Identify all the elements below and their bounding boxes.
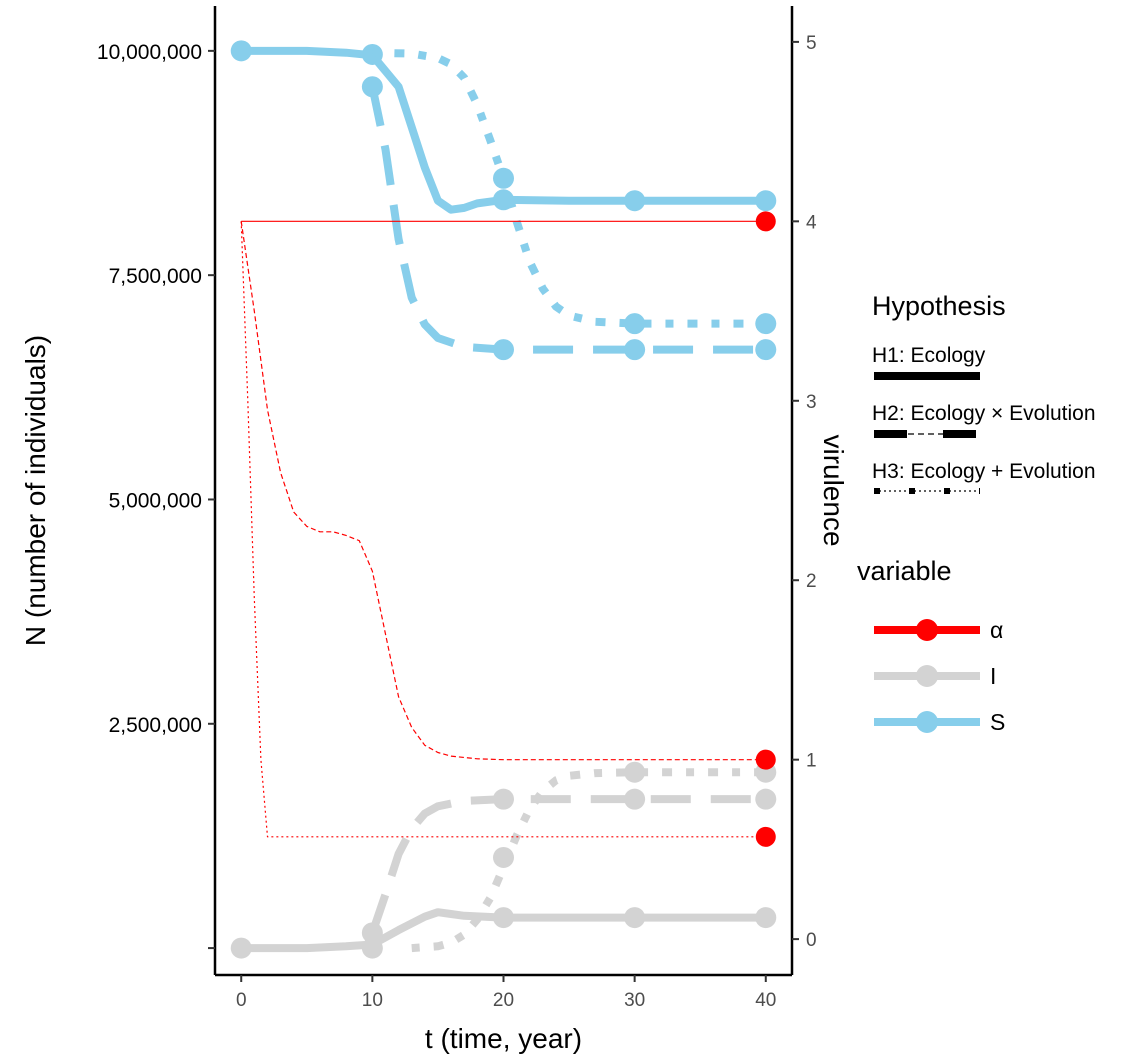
series-line-I-H3 [411,768,766,953]
legend-variable-point-S [916,711,938,733]
y-tick-label: 7,500,000 [109,265,202,288]
series-line-I-H1 [241,908,766,953]
y2-tick-label: 5 [806,33,817,54]
series-line-S-H3 [372,48,766,328]
data-point-S-H3 [624,313,646,335]
legend-variable-label-I: I [990,663,996,689]
data-point-S-H1 [624,190,646,212]
legend-variable-title: variable [857,556,952,586]
legend-layer: H1: Ecology H2: Ecology × Evolution H3: Ec… [872,344,1096,735]
y-axis-title: N (number of individuals) [20,335,51,646]
series-line-S-H1 [241,46,766,214]
data-point-S-H2 [361,76,383,98]
y-tick-label: 5,000,000 [109,489,202,512]
series-line-S-H2 [368,85,766,354]
data-point-I-H3 [493,846,514,868]
data-point-I-H1 [361,937,383,959]
legend-hypothesis-label-H2: H2: Ecology × Evolution [872,402,1096,425]
y2-axis-title: virulence [818,434,849,546]
data-point-I-H1 [493,907,514,929]
data-point-S-H3 [755,313,777,335]
x-tick-label: 20 [493,990,514,1011]
series-line-I-H2 [368,795,766,935]
data-point-S-H3 [493,167,514,189]
series-line-alpha-H3 [240,221,766,838]
data-point-S-H1 [230,40,252,62]
data-point-I-H1 [755,907,777,929]
x-tick-label: 40 [755,990,776,1011]
data-point-I-H1 [230,937,252,959]
data-point-I-H1 [624,907,646,929]
y-tick-label: 10,000,000 [97,41,202,64]
legend-hypothesis-label-H1: H1: Ecology [872,344,986,367]
y2-tick-label: 2 [806,571,817,592]
y-tick-label: 2,500,000 [109,714,202,737]
data-point-I-H2 [493,788,514,810]
legend-variable-point-I [916,665,938,687]
axes-layer: 0 10 20 30 402,500,0005,000,0007,500,00010,0… [97,6,817,1011]
y2-tick-label: 3 [806,392,817,413]
data-point-alpha-H1 [755,211,776,232]
y2-tick-label: 1 [806,751,817,772]
data-point-alpha-H2 [755,749,776,770]
data-point-I-H2 [755,788,777,810]
series-line-alpha-H2 [240,221,766,761]
legend-variable-label-alpha: α [990,617,1003,643]
x-axis-title: t (time, year) [425,1023,582,1054]
y2-tick-label: 0 [806,930,817,951]
x-tick-label: 10 [362,990,383,1011]
data-point-alpha-H3 [755,826,776,847]
data-point-S-H2 [755,339,777,361]
legend-hypothesis-title: Hypothesis [872,291,1006,321]
data-point-I-H3 [624,761,646,783]
legend-hypothesis-label-H3: H3: Ecology + Evolution [872,460,1096,483]
data-point-S-H2 [624,339,646,361]
data-point-I-H2 [361,922,383,944]
series-layer [230,40,777,959]
data-point-S-H2 [493,339,514,361]
x-tick-label: 30 [624,990,645,1011]
x-tick-label: 0 [236,990,247,1011]
legend-variable-label-S: S [990,709,1005,735]
legend-variable-point-alpha [916,619,938,641]
y2-tick-label: 4 [806,212,817,233]
data-point-I-H2 [624,788,646,810]
data-point-S-H1 [755,190,777,212]
